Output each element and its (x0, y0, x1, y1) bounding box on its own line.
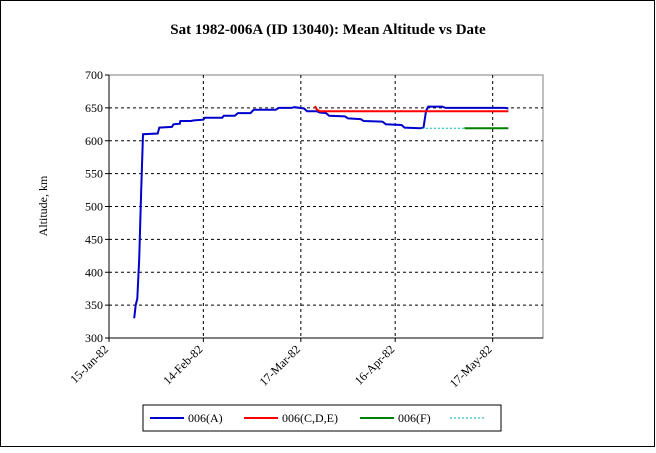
plot-area: 300 350 400 450 500 550 600 650 700 15-Jan-82 14-F… (67, 68, 544, 390)
legend-label-1: 006(A) (188, 411, 223, 425)
y-tick-label: 350 (85, 298, 103, 312)
x-tick-label: 14-Feb-82 (160, 342, 205, 387)
y-tick-label: 700 (85, 68, 103, 82)
series-line-1 (133, 105, 509, 319)
y-tick-label: 650 (85, 101, 103, 115)
x-tick-label: 16-Apr-82 (352, 342, 398, 388)
legend-box (142, 404, 502, 432)
y-tick-label: 300 (85, 331, 103, 345)
y-tick-label: 400 (85, 265, 103, 279)
y-tick-label: 500 (85, 200, 103, 214)
legend-label-2: 006(C,D,E) (282, 411, 338, 425)
series-line-2 (314, 105, 509, 113)
x-tick-label: 17-Mar-82 (256, 342, 302, 388)
legend-label-3: 006(F) (398, 411, 431, 425)
y-axis-label: Altitude, km (36, 175, 50, 236)
y-tick-label: 450 (85, 232, 103, 246)
x-tick-label: 17-May-82 (447, 342, 495, 390)
x-tick-label: 15-Jan-82 (67, 342, 111, 386)
y-tick-label: 550 (85, 167, 103, 181)
y-tick-label: 600 (85, 134, 103, 148)
legend: 006(A) 006(C,D,E) 006(F) (142, 404, 502, 432)
chart-title: Sat 1982-006A (ID 13040): Mean Altitude … (170, 22, 486, 38)
